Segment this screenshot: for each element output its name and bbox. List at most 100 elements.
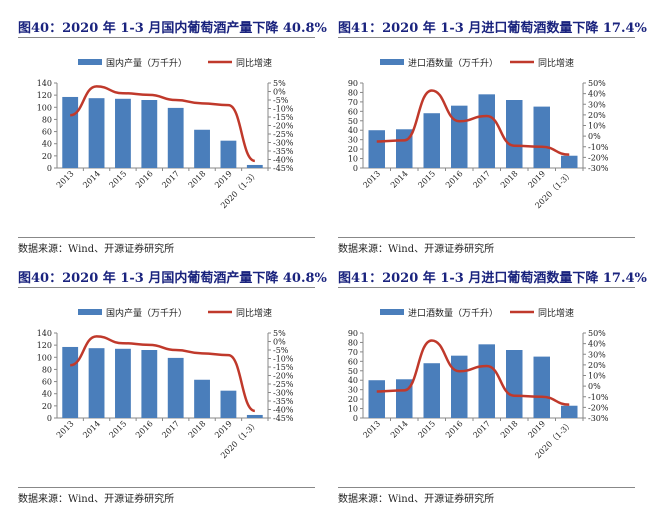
growth-line (69, 85, 256, 163)
bar (167, 357, 184, 418)
bar (451, 105, 468, 168)
x-tick-label: 2019 (526, 419, 547, 440)
legend-bar-swatch (380, 309, 404, 315)
divider (338, 487, 635, 488)
legend-label: 同比增速 (538, 307, 574, 319)
y-tick-label: 100 (37, 103, 52, 112)
x-tick-label: 2013 (55, 419, 76, 440)
y-tick-label: 10 (348, 155, 358, 164)
y-tick-label: 40 (42, 390, 52, 399)
figure-panel: 图41：2020 年 1-3 月进口葡萄酒数量下降 17.4% 数据来源：Wind… (320, 250, 647, 505)
y2-tick-label: 0% (588, 382, 601, 391)
x-tick-label: 2019 (213, 419, 234, 440)
y2-tick-label: -30% (588, 414, 609, 423)
bar (533, 356, 550, 418)
x-tick-label: 2014 (389, 419, 410, 440)
bar (561, 155, 578, 168)
source-note: 数据来源：Wind、开源证券研究所 (338, 494, 495, 505)
y2-tick-label: -10% (273, 105, 294, 114)
x-tick-label: 2016 (134, 169, 155, 190)
y2-tick-label: -20% (588, 403, 609, 412)
bar (194, 129, 210, 168)
x-tick-label: 2014 (81, 419, 102, 440)
legend-bar-swatch (78, 309, 102, 315)
y2-tick-label: -25% (273, 130, 294, 139)
legend-label: 国内产量（万千升） (106, 307, 187, 319)
x-tick-label: 2017 (160, 419, 181, 440)
figure-panel: 图41：2020 年 1-3 月进口葡萄酒数量下降 17.4% 数据来源：Wind… (320, 0, 647, 255)
y-tick-label: 20 (42, 402, 52, 411)
y2-tick-label: 0% (273, 338, 286, 347)
y-tick-label: 30 (348, 386, 358, 395)
legend-bar-swatch (78, 59, 102, 65)
y2-tick-label: 20% (588, 111, 606, 120)
bar (478, 94, 495, 168)
legend-label: 国内产量（万千升） (106, 57, 187, 69)
legend-label: 进口酒数量（万千升） (408, 307, 498, 319)
y-tick-label: 50 (348, 367, 358, 376)
y-tick-label: 90 (348, 79, 358, 88)
source-note: 数据来源：Wind、开源证券研究所 (338, 244, 495, 255)
bar (368, 130, 385, 168)
bar (62, 346, 79, 418)
chart: 国内产量（万千升） 同比增速020406080100120140-45%-40%-… (37, 307, 294, 460)
y-tick-label: 20 (42, 152, 52, 161)
y2-tick-label: -40% (273, 156, 294, 165)
legend: 进口酒数量（万千升） 同比增速 (380, 57, 574, 69)
y2-tick-label: -15% (273, 363, 294, 372)
y-tick-label: 0 (47, 164, 52, 173)
x-tick-label: 2018 (187, 169, 208, 190)
figure-panel: 图40：2020 年 1-3 月国内葡萄酒产量下降 40.8% 数据来源：Wind… (0, 250, 327, 505)
y2-tick-label: 30% (588, 350, 606, 359)
x-tick-label: 2014 (389, 169, 410, 190)
y-tick-label: 70 (348, 348, 358, 357)
bar (246, 164, 263, 168)
y-tick-label: 120 (37, 91, 52, 100)
bar (451, 355, 468, 418)
legend-label: 同比增速 (236, 57, 272, 69)
bar (478, 344, 495, 418)
y2-tick-label: -45% (273, 164, 294, 173)
y2-tick-label: -15% (273, 113, 294, 122)
y-tick-label: 40 (348, 126, 358, 135)
y-tick-label: 40 (348, 376, 358, 385)
x-tick-label: 2013 (55, 169, 76, 190)
y2-tick-label: 40% (588, 340, 606, 349)
growth-line (376, 89, 570, 156)
figure-title: 图40：2020 年 1-3 月国内葡萄酒产量下降 40.8% (18, 21, 327, 36)
y2-tick-label: -30% (588, 164, 609, 173)
x-tick-label: 2015 (108, 169, 129, 190)
legend-label: 同比增速 (236, 307, 272, 319)
y-tick-label: 80 (348, 338, 358, 347)
y2-tick-label: -35% (273, 397, 294, 406)
bar (62, 96, 79, 168)
x-tick-label: 2019 (213, 169, 234, 190)
y-tick-label: 90 (348, 329, 358, 338)
y-tick-label: 80 (348, 88, 358, 97)
divider (18, 487, 315, 488)
y2-tick-label: -30% (273, 139, 294, 148)
legend: 国内产量（万千升） 同比增速 (78, 57, 272, 69)
source-note: 数据来源：Wind、开源证券研究所 (18, 244, 175, 255)
bar (167, 107, 184, 168)
bar (194, 379, 210, 418)
y2-tick-label: 0% (588, 132, 601, 141)
y2-tick-label: 5% (273, 79, 286, 88)
bar (561, 405, 578, 418)
x-tick-label: 2015 (416, 169, 437, 190)
x-tick-label: 2018 (187, 419, 208, 440)
growth-line (376, 339, 570, 406)
divider (338, 237, 635, 238)
bar (141, 350, 158, 418)
legend-bar-swatch (380, 59, 404, 65)
x-tick-label: 2013 (361, 419, 382, 440)
y2-tick-label: -25% (273, 380, 294, 389)
y2-tick-label: -45% (273, 414, 294, 423)
y-tick-label: 70 (348, 98, 358, 107)
y2-tick-label: -10% (588, 393, 609, 402)
y2-tick-label: 0% (273, 88, 286, 97)
x-tick-label: 2018 (499, 169, 520, 190)
y2-tick-label: -20% (588, 153, 609, 162)
